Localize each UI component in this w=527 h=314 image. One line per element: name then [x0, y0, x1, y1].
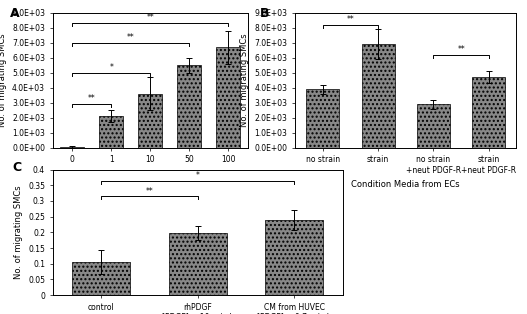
- X-axis label: [rhPDGF] (ng/mL): [rhPDGF] (ng/mL): [113, 170, 187, 179]
- Text: A: A: [10, 7, 19, 20]
- Bar: [169, 233, 227, 295]
- Bar: [178, 65, 201, 148]
- Bar: [417, 104, 450, 148]
- Bar: [472, 77, 505, 148]
- Text: **: **: [147, 14, 154, 22]
- Text: **: **: [88, 95, 95, 103]
- Y-axis label: No. of migrating SMCs: No. of migrating SMCs: [14, 186, 23, 279]
- Text: **: **: [145, 187, 153, 196]
- Bar: [217, 47, 240, 148]
- Bar: [100, 116, 123, 148]
- Bar: [139, 94, 162, 148]
- Text: *: *: [196, 171, 200, 180]
- Text: C: C: [12, 161, 21, 174]
- Y-axis label: No. of migrating SMCs: No. of migrating SMCs: [0, 33, 6, 127]
- Bar: [72, 262, 130, 295]
- X-axis label: Condition Media from ECs: Condition Media from ECs: [352, 180, 460, 189]
- Y-axis label: No. of migrating SMCs: No. of migrating SMCs: [240, 33, 249, 127]
- Text: **: **: [457, 45, 465, 54]
- Bar: [61, 147, 84, 148]
- Bar: [362, 44, 395, 148]
- Text: **: **: [127, 33, 134, 42]
- Bar: [265, 220, 323, 295]
- Text: B: B: [260, 7, 269, 20]
- Bar: [306, 89, 339, 148]
- Text: *: *: [109, 63, 113, 72]
- Text: **: **: [347, 15, 354, 24]
